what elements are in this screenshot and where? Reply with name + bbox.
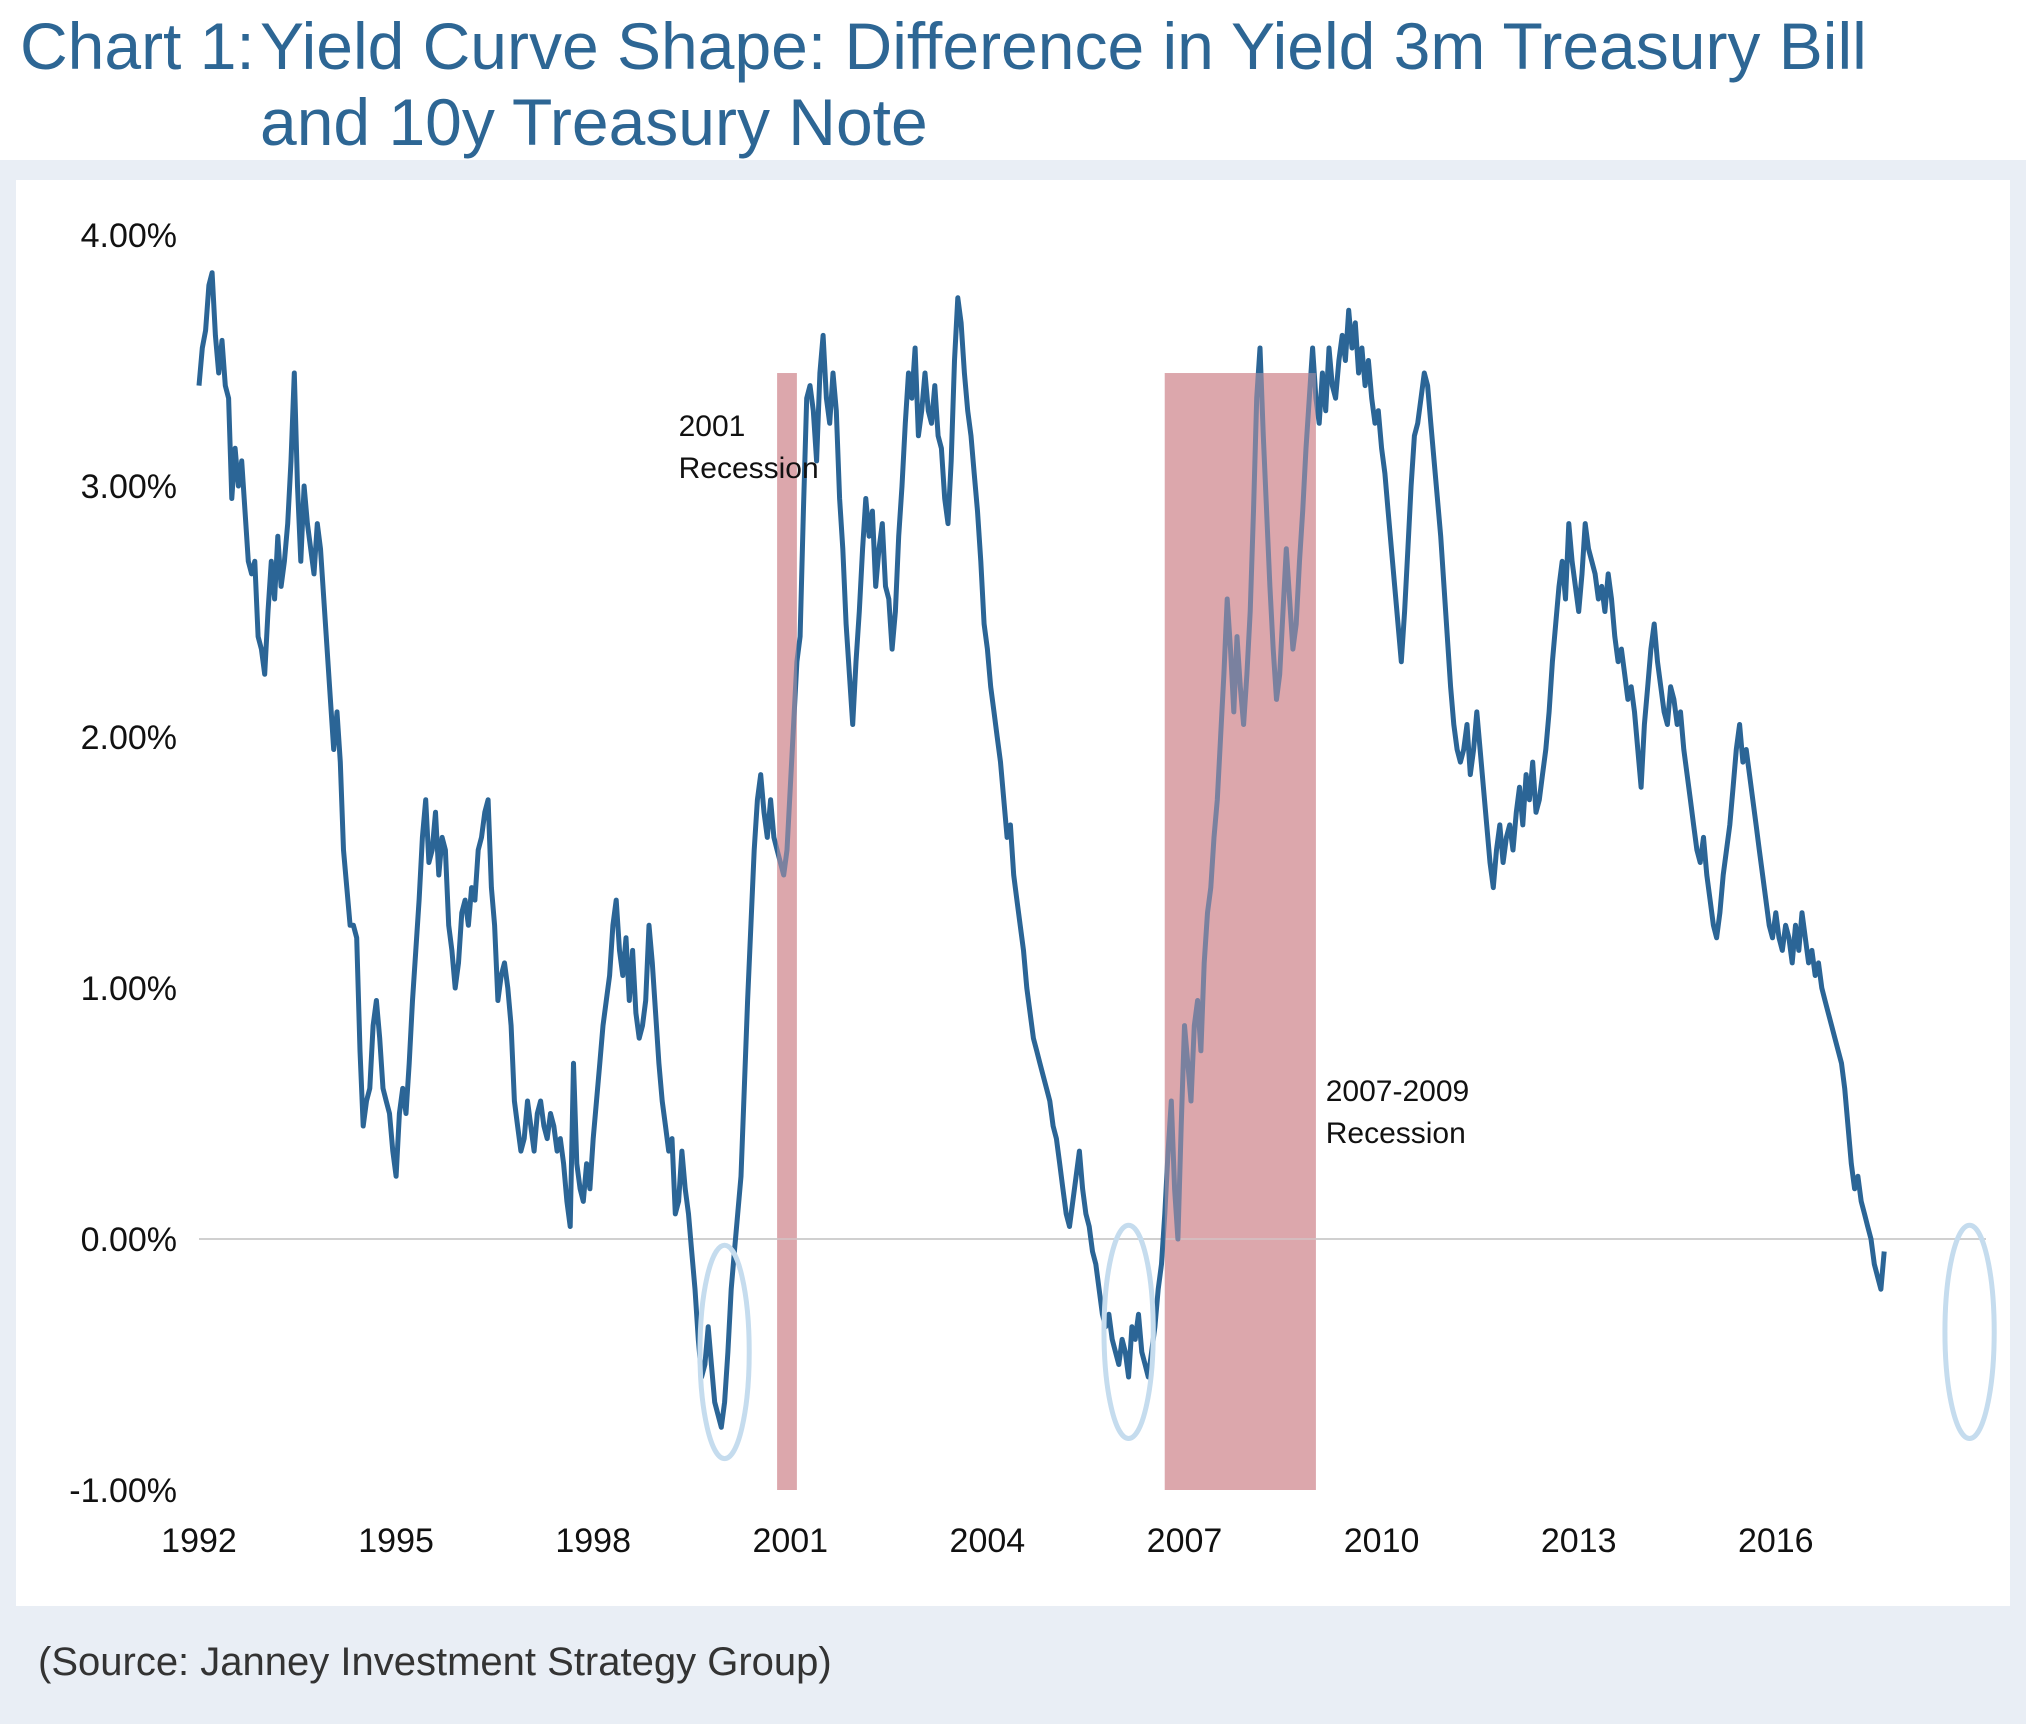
recession-overlay-1 [1164, 373, 1316, 1490]
recession-label-0-line-0: 2001 [679, 410, 746, 443]
y-tick-label: 4.00% [81, 217, 177, 255]
x-tick-label: 2004 [950, 1522, 1026, 1560]
recession-band-1 [1164, 373, 1316, 1490]
inversion-circle-0 [697, 1242, 752, 1462]
x-tick-label: 2010 [1344, 1522, 1420, 1560]
recession-band-0 [777, 373, 797, 1490]
x-tick-label: 2007 [1147, 1522, 1223, 1560]
recession-label-1-line-0: 2007-2009 [1326, 1075, 1469, 1108]
x-tick-label: 2013 [1541, 1522, 1617, 1560]
y-tick-label: -1.00% [69, 1472, 177, 1510]
recession-overlay-0 [777, 373, 797, 1490]
inversion-circle-2 [1942, 1222, 1997, 1442]
x-tick-label: 2001 [752, 1522, 828, 1560]
plot-area: 2001 Recession 2007-2009 Recession 4.00% 3.00… [16, 180, 2010, 1606]
chart-title: Yield Curve Shape: Difference in Yield 3… [260, 9, 1867, 159]
source-note: (Source: Janney Investment Strategy Grou… [38, 1640, 832, 1684]
x-tick-label: 2016 [1738, 1522, 1814, 1560]
x-tick-label: 1998 [555, 1522, 631, 1560]
yield-spread-line [196, 270, 1887, 1430]
recession-label-1-line-1: Recession [1326, 1117, 1466, 1150]
inversion-circle-1 [1101, 1222, 1156, 1442]
y-tick-label: 0.00% [81, 1221, 177, 1259]
chart-number: Chart 1: [20, 9, 255, 83]
y-tick-label: 2.00% [81, 719, 177, 757]
x-tick-label: 1992 [161, 1522, 237, 1560]
chart-panel: 2001 Recession 2007-2009 Recession 4.00% 3.00… [0, 160, 2026, 1724]
recession-label-0-line-1: Recession [679, 452, 819, 485]
chart-title-block: Chart 1: Yield Curve Shape: Difference i… [20, 8, 1980, 160]
yield-curve-chart: 2001 Recession 2007-2009 Recession 4.00% 3.00… [69, 217, 1997, 1560]
y-tick-label: 1.00% [81, 970, 177, 1008]
x-tick-label: 1995 [358, 1522, 434, 1560]
y-tick-label: 3.00% [81, 468, 177, 506]
